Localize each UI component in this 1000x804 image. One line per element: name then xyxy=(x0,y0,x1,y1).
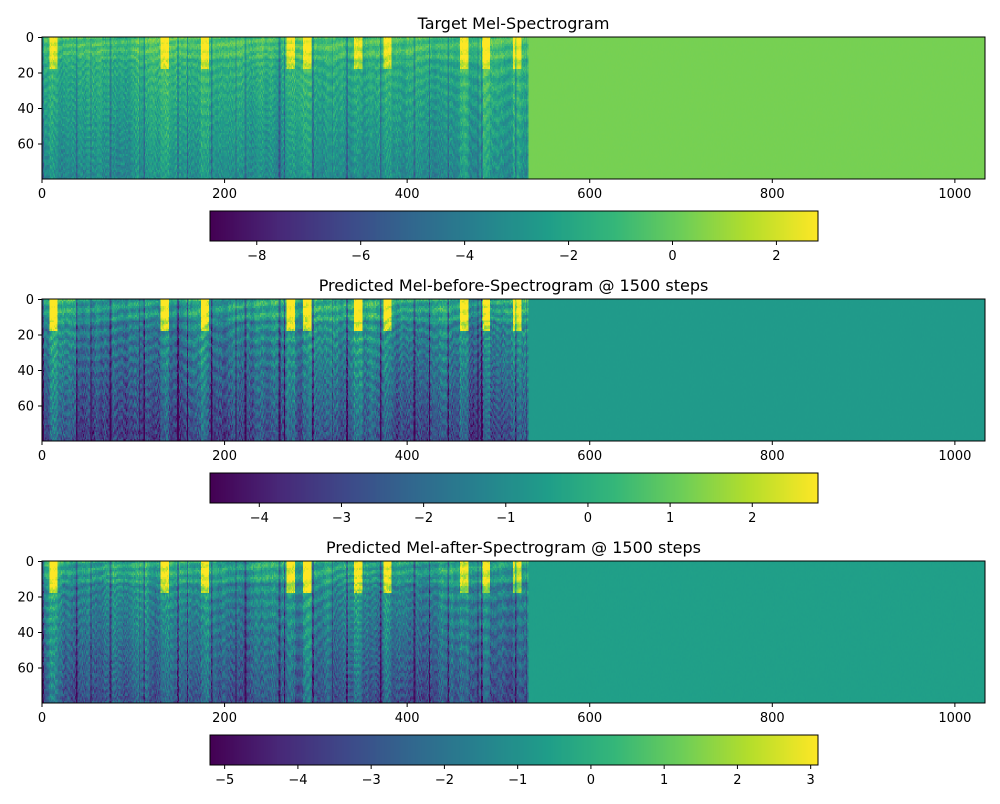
y-tick-label: 40 xyxy=(17,626,34,641)
colorbar-tick-label: −4 xyxy=(288,773,307,788)
x-tick-label: 1000 xyxy=(938,711,971,726)
colorbar xyxy=(210,211,818,241)
panel-title: Predicted Mel-after-Spectrogram @ 1500 s… xyxy=(326,538,701,557)
x-tick-label: 800 xyxy=(760,711,785,726)
colorbar xyxy=(210,735,818,765)
colorbar-tick-label: −1 xyxy=(508,773,527,788)
spectrogram-panel-3: Predicted Mel-after-Spectrogram @ 1500 s… xyxy=(17,538,986,788)
y-tick-label: 20 xyxy=(17,67,34,82)
y-tick-label: 0 xyxy=(26,31,34,46)
colorbar-frame xyxy=(209,472,819,504)
x-tick-label: 400 xyxy=(395,711,420,726)
spectrogram-heatmap xyxy=(42,37,985,179)
y-tick-label: 20 xyxy=(17,329,34,344)
spectrogram-heatmap xyxy=(42,299,985,441)
x-tick-label: 0 xyxy=(38,187,46,202)
x-tick-label: 200 xyxy=(212,449,237,464)
x-tick-label: 200 xyxy=(212,187,237,202)
y-tick-label: 0 xyxy=(26,293,34,308)
x-tick-label: 200 xyxy=(212,711,237,726)
colorbar-tick-label: 3 xyxy=(807,773,815,788)
colorbar-tick-label: 1 xyxy=(666,511,674,526)
x-tick-label: 600 xyxy=(577,187,602,202)
colorbar-tick-label: −4 xyxy=(455,249,474,264)
x-tick-label: 400 xyxy=(395,187,420,202)
colorbar-tick-label: 0 xyxy=(584,511,592,526)
colorbar-tick-label: −2 xyxy=(559,249,578,264)
x-tick-label: 0 xyxy=(38,449,46,464)
y-tick-label: 20 xyxy=(17,591,34,606)
colorbar-tick-label: −4 xyxy=(250,511,269,526)
colorbar-tick-label: −8 xyxy=(247,249,266,264)
colorbar-tick-label: −3 xyxy=(362,773,381,788)
colorbar-tick-label: −6 xyxy=(351,249,370,264)
x-tick-label: 800 xyxy=(760,187,785,202)
y-tick-label: 40 xyxy=(17,364,34,379)
y-tick-label: 60 xyxy=(17,662,34,677)
x-tick-label: 400 xyxy=(395,449,420,464)
colorbar-tick-label: 0 xyxy=(587,773,595,788)
colorbar-tick-label: 2 xyxy=(772,249,780,264)
colorbar-tick-label: 2 xyxy=(748,511,756,526)
x-tick-label: 800 xyxy=(760,449,785,464)
x-tick-label: 600 xyxy=(577,449,602,464)
colorbar-tick-label: −3 xyxy=(332,511,351,526)
colorbar-tick-label: −5 xyxy=(215,773,234,788)
x-tick-label: 1000 xyxy=(938,449,971,464)
y-tick-label: 60 xyxy=(17,400,34,415)
colorbar-tick-label: 0 xyxy=(668,249,676,264)
spectrogram-panel-2: Predicted Mel-before-Spectrogram @ 1500 … xyxy=(17,276,986,526)
colorbar-tick-label: 2 xyxy=(733,773,741,788)
colorbar-frame xyxy=(209,734,819,766)
x-tick-label: 0 xyxy=(38,711,46,726)
x-tick-label: 1000 xyxy=(938,187,971,202)
panel-title: Predicted Mel-before-Spectrogram @ 1500 … xyxy=(319,276,709,295)
y-tick-label: 40 xyxy=(17,102,34,117)
colorbar-tick-label: −2 xyxy=(435,773,454,788)
colorbar-tick-label: −1 xyxy=(496,511,515,526)
y-tick-label: 60 xyxy=(17,138,34,153)
y-tick-label: 0 xyxy=(26,555,34,570)
colorbar-tick-label: −2 xyxy=(414,511,433,526)
panel-title: Target Mel-Spectrogram xyxy=(417,14,610,33)
colorbar-tick-label: 1 xyxy=(660,773,668,788)
spectrogram-heatmap xyxy=(42,561,985,703)
colorbar-frame xyxy=(209,210,819,242)
colorbar xyxy=(210,473,818,503)
x-tick-label: 600 xyxy=(577,711,602,726)
